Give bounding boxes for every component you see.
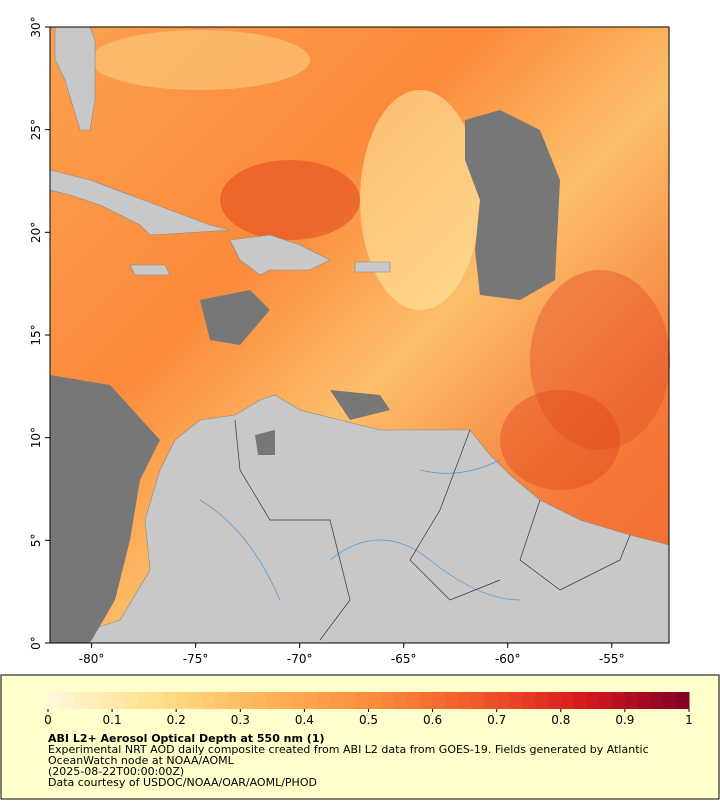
- y-tick-label: 5°: [29, 534, 43, 548]
- aod-low: [90, 30, 310, 90]
- colorbar-cell: [432, 692, 446, 709]
- colorbar-cell: [214, 692, 228, 709]
- x-tick-label: -80°: [79, 652, 105, 666]
- colorbar-tick-label: 0.5: [359, 713, 378, 727]
- colorbar-cell: [355, 692, 369, 709]
- colorbar-cell: [48, 692, 62, 709]
- colorbar-cell: [394, 692, 408, 709]
- colorbar: 0 0.1 0.2 0.3 0.4 0.5 0.6 0.7 0.8 0.9 1: [44, 692, 693, 727]
- colorbar-cell: [560, 692, 575, 709]
- colorbar-cell: [342, 692, 357, 709]
- colorbar-tick-label: 0.6: [423, 713, 442, 727]
- colorbar-cell: [471, 692, 485, 709]
- y-tick-label: 30°: [29, 16, 43, 37]
- colorbar-cell: [189, 692, 203, 709]
- jamaica: [129, 264, 171, 276]
- caption-line: (2025-08-22T00:00:00Z): [48, 765, 184, 778]
- colorbar-cell: [535, 692, 549, 709]
- colorbar-cell: [650, 692, 664, 709]
- axes: -80° -75° -70° -65° -60° -55° 0° 5° 10° 15° 20° 25°…: [29, 16, 625, 666]
- colorbar-cell: [163, 692, 177, 709]
- land: [49, 26, 670, 644]
- colorbar-cell: [458, 692, 472, 709]
- rivers: [199, 459, 521, 601]
- colorbar-cell: [291, 692, 305, 709]
- colorbar-cell: [201, 692, 216, 709]
- colorbar-cell: [112, 692, 126, 709]
- colorbar-cell: [599, 692, 613, 709]
- colorbar-tick-label: 1: [685, 713, 693, 727]
- y-tick-label: 25°: [29, 119, 43, 140]
- colorbar-cell: [317, 692, 331, 709]
- colorbar-cell: [176, 692, 190, 709]
- y-tick-label: 10°: [29, 427, 43, 448]
- aod-high: [220, 160, 360, 240]
- colorbar-cell: [612, 692, 626, 709]
- caption-line: OceanWatch node at NOAA/AOML: [48, 754, 235, 767]
- colorbar-cell: [60, 692, 75, 709]
- colorbar-cell: [676, 692, 690, 709]
- florida: [54, 26, 96, 131]
- colorbar-cell: [406, 692, 421, 709]
- colorbar-cell: [637, 692, 652, 709]
- colorbar-cell: [124, 692, 139, 709]
- y-tick-label: 15°: [29, 324, 43, 345]
- map: [49, 26, 670, 644]
- colorbar-tick-label: 0.8: [551, 713, 570, 727]
- x-tick-label: -55°: [599, 652, 625, 666]
- colorbar-cell: [419, 692, 434, 709]
- x-tick-label: -60°: [495, 652, 521, 666]
- colorbar-cell: [522, 692, 536, 709]
- colorbar-cell: [265, 692, 280, 709]
- colorbar-cell: [586, 692, 600, 709]
- colorbar-cell: [381, 692, 395, 709]
- colorbar-cell: [547, 692, 562, 709]
- colorbar-cell: [278, 692, 293, 709]
- colorbar-cell: [86, 692, 100, 709]
- colorbar-tick-label: 0.4: [295, 713, 314, 727]
- puerto-rico: [354, 261, 391, 273]
- colorbar-cell: [304, 692, 318, 709]
- cuba: [49, 169, 231, 236]
- colorbar-tick-label: 0.3: [231, 713, 250, 727]
- colorbar-cell: [573, 692, 587, 709]
- y-tick-label: 0°: [29, 636, 43, 650]
- colorbar-tick-label: 0.9: [615, 713, 634, 727]
- colorbar-cell: [240, 692, 254, 709]
- colorbar-cell: [368, 692, 382, 709]
- colorbar-cell: [137, 692, 152, 709]
- x-tick-label: -70°: [287, 652, 313, 666]
- colorbar-cell: [483, 692, 498, 709]
- aod-high: [530, 270, 670, 450]
- colorbar-cell: [663, 692, 677, 709]
- aod-high: [500, 390, 620, 490]
- colorbar-cell: [330, 692, 344, 709]
- south-america: [49, 394, 670, 644]
- colorbar-cell: [99, 692, 113, 709]
- colorbar-cell: [445, 692, 459, 709]
- caption-line: Experimental NRT AOD daily composite cre…: [48, 743, 649, 756]
- y-tick-label: 20°: [29, 222, 43, 243]
- colorbar-tick-label: 0.1: [103, 713, 122, 727]
- x-tick-label: -65°: [391, 652, 417, 666]
- colorbar-cell: [624, 692, 639, 709]
- cloud-mask: [50, 110, 560, 643]
- hispaniola: [229, 234, 331, 276]
- caption-title: ABI L2+ Aerosol Optical Depth at 550 nm …: [48, 732, 325, 745]
- colorbar-tick-label: 0.7: [487, 713, 506, 727]
- colorbar-cell: [509, 692, 523, 709]
- caption-line: Data courtesy of USDOC/NOAA/OAR/AOML/PHO…: [48, 776, 317, 789]
- colorbar-tick-label: 0.2: [167, 713, 186, 727]
- borders: [234, 419, 631, 641]
- colorbar-cell: [496, 692, 511, 709]
- colorbar-cell: [227, 692, 241, 709]
- colorbar-cell: [150, 692, 164, 709]
- colorbar-cell: [253, 692, 267, 709]
- aod-low: [360, 90, 480, 310]
- x-tick-label: -75°: [183, 652, 209, 666]
- colorbar-cell: [73, 692, 87, 709]
- colorbar-tick-label: 0: [44, 713, 52, 727]
